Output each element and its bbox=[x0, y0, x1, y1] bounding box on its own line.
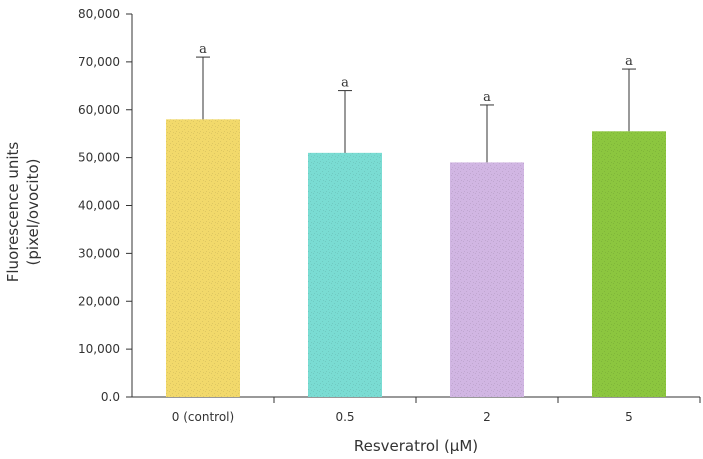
significance-label: a bbox=[341, 76, 349, 91]
x-tick-label: 0 (control) bbox=[172, 410, 234, 424]
y-tick-label: 30,000 bbox=[78, 246, 120, 260]
y-tick-label: 50,000 bbox=[78, 151, 120, 165]
significance-label: a bbox=[483, 90, 491, 105]
x-axis-title: Resveratrol (μM) bbox=[354, 437, 478, 455]
x-tick-label: 5 bbox=[625, 410, 633, 424]
y-axis-title-line-1: Fluorescence units bbox=[4, 142, 22, 283]
x-tick-label: 2 bbox=[483, 410, 491, 424]
y-tick-label: 80,000 bbox=[78, 7, 120, 21]
y-tick-label: 40,000 bbox=[78, 199, 120, 213]
y-tick-label: 70,000 bbox=[78, 55, 120, 69]
x-tick-label: 0.5 bbox=[335, 410, 354, 424]
bar-texture bbox=[166, 119, 240, 397]
y-axis-title-line-2: (pixel/ovocito) bbox=[24, 159, 42, 266]
y-tick-label: 10,000 bbox=[78, 342, 120, 356]
bar-texture bbox=[450, 162, 524, 397]
significance-label: a bbox=[199, 42, 207, 57]
y-tick-label: 20,000 bbox=[78, 294, 120, 308]
bar-texture bbox=[592, 131, 666, 397]
plot-area: 0.0 10,000 20,000 30,000 40,000 50,000 60,000 7… bbox=[78, 7, 701, 424]
significance-label: a bbox=[625, 54, 633, 69]
y-tick-label: 60,000 bbox=[78, 103, 120, 117]
bar-texture bbox=[308, 152, 382, 397]
y-tick-label: 0.0 bbox=[101, 390, 120, 404]
